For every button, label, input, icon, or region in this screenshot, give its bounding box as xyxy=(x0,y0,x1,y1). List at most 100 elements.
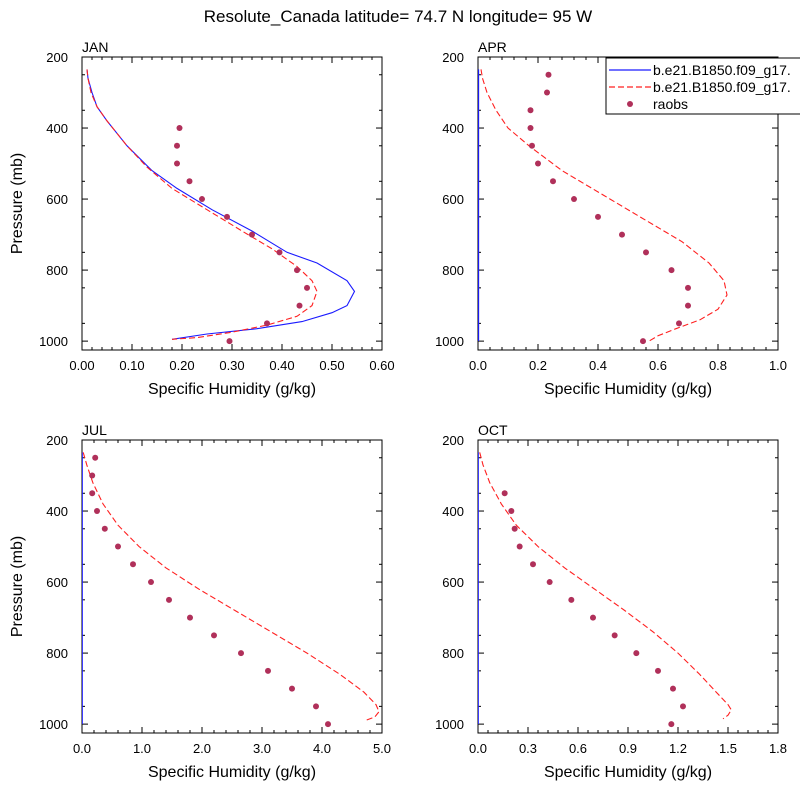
raobs-point xyxy=(313,703,319,710)
raobs-point xyxy=(685,284,691,291)
raobs-point xyxy=(655,667,661,674)
raobs-point xyxy=(571,196,577,203)
x-axis-label: Specific Humidity (g/kg) xyxy=(148,381,316,398)
raobs-point xyxy=(148,579,154,586)
raobs-point xyxy=(511,525,518,532)
y-tick-label: 400 xyxy=(442,121,464,136)
x-tick-label: 0.9 xyxy=(619,741,637,756)
model-dashed-line xyxy=(86,69,318,340)
x-tick-label: 0.0 xyxy=(469,741,487,756)
model-dashed-line xyxy=(479,452,732,720)
raobs-point xyxy=(94,508,100,515)
raobs-point xyxy=(590,614,596,621)
raobs-point xyxy=(186,178,193,185)
raobs-point xyxy=(530,561,536,568)
x-tick-label: 0.6 xyxy=(569,741,587,756)
raobs-point xyxy=(516,543,523,550)
raobs-point xyxy=(568,596,575,603)
y-tick-label: 1000 xyxy=(39,717,68,732)
x-tick-label: 4.0 xyxy=(313,741,331,756)
raobs-point xyxy=(211,632,217,639)
plot-area xyxy=(82,452,380,728)
x-tick-label: 0.2 xyxy=(529,358,547,373)
raobs-point xyxy=(176,125,183,132)
legend: b.e21.B1850.f09_g17.b.e21.B1850.f09_g17.… xyxy=(605,57,800,115)
raobs-point xyxy=(289,685,295,692)
raobs-point xyxy=(529,142,535,149)
panel-label: JUL xyxy=(82,422,107,438)
x-tick-label: 0.8 xyxy=(709,358,727,373)
raobs-point xyxy=(238,650,244,657)
figure-title: Resolute_Canada latitude= 74.7 N longitu… xyxy=(204,7,592,26)
raobs-point xyxy=(535,160,541,167)
raobs-point xyxy=(199,196,205,203)
raobs-point xyxy=(670,685,676,692)
raobs-point xyxy=(544,89,550,96)
y-tick-label: 200 xyxy=(46,50,68,65)
y-axis-label: Pressure (mb) xyxy=(9,153,26,254)
plot-frame xyxy=(477,439,779,734)
raobs-point xyxy=(276,249,283,256)
raobs-point xyxy=(643,249,649,256)
x-tick-label: 0.0 xyxy=(73,741,91,756)
raobs-point xyxy=(595,213,601,220)
raobs-point xyxy=(264,320,270,327)
raobs-point xyxy=(89,490,96,497)
x-tick-label: 0.50 xyxy=(319,358,344,373)
plot-area xyxy=(478,452,732,728)
y-tick-label: 400 xyxy=(46,504,68,519)
x-tick-label: 0.0 xyxy=(469,358,487,373)
raobs-point xyxy=(611,632,618,639)
x-tick-label: 1.0 xyxy=(769,358,787,373)
panel-label: APR xyxy=(478,39,507,55)
raobs-point xyxy=(546,579,553,586)
panel-oct: OCT 0.0 0.3 0.6 0.9 1.2 1.5 1.8 200 400 600 800 1000… xyxy=(435,422,787,781)
raobs-point xyxy=(265,667,271,674)
raobs-point xyxy=(294,267,300,274)
y-tick-label: 800 xyxy=(442,263,464,278)
x-axis-label: Specific Humidity (g/kg) xyxy=(544,381,712,398)
raobs-point xyxy=(166,596,172,603)
x-axis-label: Specific Humidity (g/kg) xyxy=(148,764,316,781)
raobs-point xyxy=(325,721,331,728)
raobs-point xyxy=(304,284,310,291)
legend-box xyxy=(605,57,800,115)
y-tick-label: 200 xyxy=(46,433,68,448)
raobs-point xyxy=(633,650,640,657)
raobs-point xyxy=(550,178,556,185)
raobs-point xyxy=(668,721,675,728)
plot-frame xyxy=(477,56,779,351)
plot-area xyxy=(478,69,728,345)
raobs-point xyxy=(130,561,136,568)
x-tick-label: 1.2 xyxy=(669,741,687,756)
x-tick-label: 1.5 xyxy=(719,741,737,756)
raobs-point xyxy=(92,454,99,461)
x-tick-label: 0.30 xyxy=(219,358,244,373)
y-tick-label: 200 xyxy=(442,50,464,65)
panel-label: JAN xyxy=(82,39,108,55)
raobs-point xyxy=(296,302,303,309)
x-tick-label: 3.0 xyxy=(253,741,271,756)
raobs-point xyxy=(115,543,121,550)
raobs-point xyxy=(174,142,180,149)
y-tick-label: 1000 xyxy=(435,334,464,349)
model-dashed-line xyxy=(82,452,380,722)
y-tick-label: 600 xyxy=(442,575,464,590)
plot-frame xyxy=(81,56,383,351)
raobs-point xyxy=(501,490,508,497)
raobs-point xyxy=(685,302,691,309)
x-tick-label: 0.40 xyxy=(269,358,294,373)
raobs-point xyxy=(101,525,108,532)
raobs-point xyxy=(619,231,625,238)
panel-jan: JAN 0.00 0.10 0.20 0.30 0.40 0.50 0.60 200 400 600… xyxy=(9,39,395,398)
raobs-point xyxy=(527,107,534,114)
y-tick-label: 800 xyxy=(442,646,464,661)
x-tick-label: 2.0 xyxy=(193,741,211,756)
raobs-point xyxy=(676,320,682,327)
y-tick-label: 1000 xyxy=(39,334,68,349)
raobs-point xyxy=(224,213,230,220)
x-tick-label: 0.20 xyxy=(169,358,194,373)
legend-marker-raobs xyxy=(627,101,633,107)
legend-label: b.e21.B1850.f09_g17. xyxy=(653,62,791,78)
